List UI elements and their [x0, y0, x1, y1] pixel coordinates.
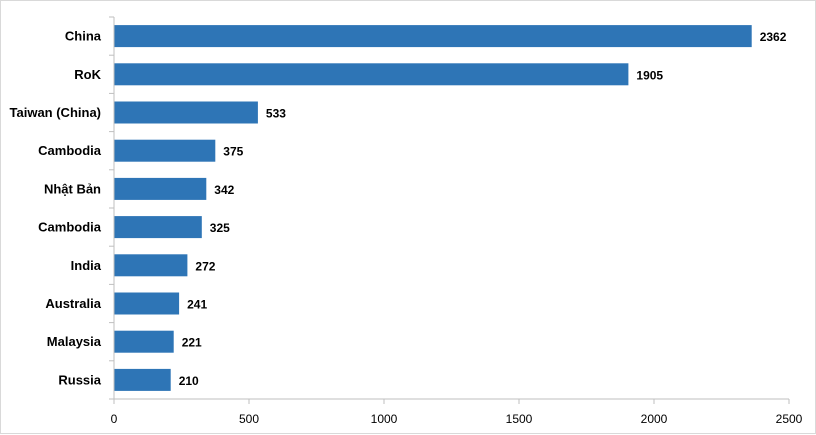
x-tick-label: 2500 — [776, 412, 803, 426]
bar — [114, 368, 171, 391]
bars-group — [114, 25, 752, 391]
data-label: 2362 — [760, 30, 787, 44]
data-label: 342 — [214, 183, 234, 197]
category-label: Cambodia — [38, 220, 102, 235]
data-label: 533 — [266, 107, 286, 121]
data-label: 221 — [182, 336, 202, 350]
data-label: 325 — [210, 221, 230, 235]
bar — [114, 330, 174, 353]
x-tick-label: 500 — [239, 412, 259, 426]
bar — [114, 292, 180, 315]
x-tick-label: 0 — [111, 412, 118, 426]
bar — [114, 63, 629, 86]
bar — [114, 139, 216, 162]
category-label: India — [71, 258, 102, 273]
data-label: 241 — [187, 298, 207, 312]
bar — [114, 101, 258, 124]
axes-group — [109, 16, 790, 404]
category-label: Russia — [58, 372, 101, 387]
category-label: Nhật Bản — [44, 181, 101, 196]
data-label: 1905 — [636, 68, 663, 82]
bar — [114, 25, 752, 48]
category-label: Malaysia — [47, 334, 102, 349]
category-label: Taiwan (China) — [10, 105, 101, 120]
x-tick-label: 1000 — [371, 412, 398, 426]
data-label: 210 — [179, 374, 199, 388]
category-label: Cambodia — [38, 143, 102, 158]
data-label: 272 — [195, 259, 215, 273]
bar — [114, 254, 188, 277]
category-label: RoK — [74, 67, 101, 82]
x-tick-label: 1500 — [506, 412, 533, 426]
bar — [114, 177, 207, 200]
category-label: Australia — [45, 296, 101, 311]
category-label: China — [65, 29, 102, 44]
x-tick-label: 2000 — [641, 412, 668, 426]
bar — [114, 216, 202, 239]
data-label: 375 — [223, 145, 243, 159]
labels-group: China 2362 RoK 1905 Taiwan (China) 533 Cambodi… — [10, 29, 803, 426]
